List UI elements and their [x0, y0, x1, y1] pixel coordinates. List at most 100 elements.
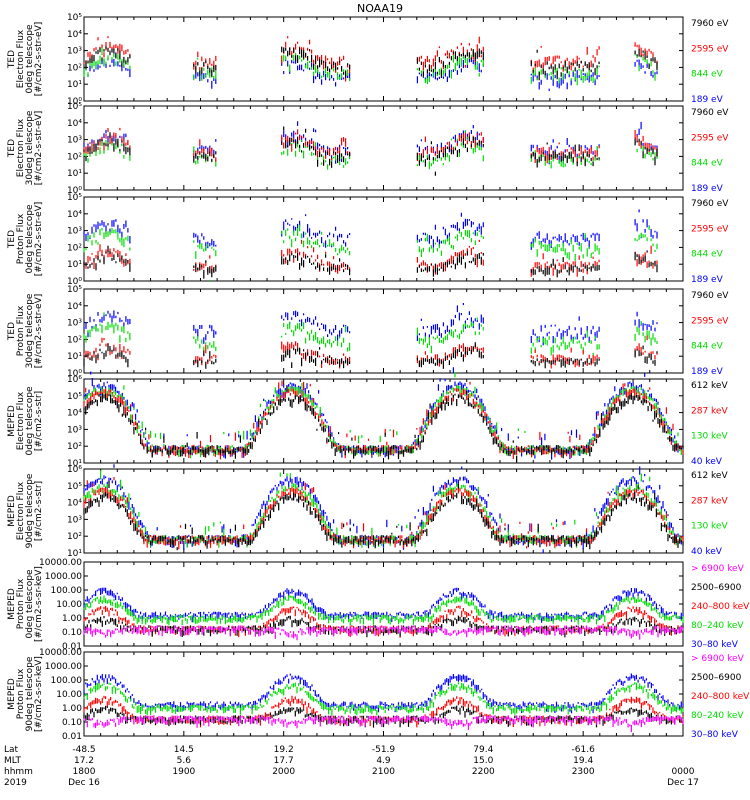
panel-5: 10¹ 10² 10³ 10⁴ 10⁵ 10⁶ MEPED Electron Flux 0deg…: [7, 367, 728, 469]
axis-row-label: hhmm: [4, 767, 33, 777]
y-axis-label-line: [#/cm2-s-str-eV]: [34, 202, 44, 277]
y-tick-label: 10¹: [67, 549, 82, 559]
axis-row-value: 15.0: [473, 756, 493, 766]
legend-label: 30–80 keV: [691, 730, 739, 740]
legend-label: 80–240 keV: [691, 621, 744, 631]
y-axis-label-line: 0deg telescope: [25, 386, 35, 456]
legend-label: 287 keV: [691, 496, 728, 506]
legend-label: 2500–6900: [691, 673, 742, 683]
y-axis-label-line: MEPED: [7, 588, 17, 620]
y-tick-label: 10⁰: [67, 97, 82, 107]
y-axis-label-line: Proton Flux: [16, 578, 26, 629]
y-tick-label: 10³: [67, 136, 82, 146]
y-tick-label: 10⁴: [67, 499, 82, 509]
y-tick-label: 10¹: [67, 459, 82, 469]
y-tick-label: 10¹: [67, 80, 82, 90]
chart-title: NOAA19: [357, 2, 403, 15]
axis-row-label: 2019: [4, 778, 27, 788]
y-tick-label: 10⁶: [67, 375, 82, 385]
legend-label: 2595 eV: [691, 133, 729, 143]
series-189-ev: [83, 209, 658, 251]
series--6900-kev: [83, 715, 684, 733]
legend-label: 2500–6900: [691, 583, 742, 593]
y-tick-label: 10⁵: [67, 13, 82, 23]
series-80-240-kev: [83, 682, 684, 716]
legend-label: 189 eV: [691, 367, 724, 377]
series-80-240-kev: [83, 595, 684, 626]
legend-label: 240–800 keV: [691, 602, 750, 612]
y-axis-label-line: [#/cm2-s-sr-keV]: [34, 656, 44, 732]
y-tick-label: 100.00: [51, 586, 83, 596]
axis-row-value: 2300: [572, 767, 595, 777]
panel-frame: [83, 196, 684, 282]
y-axis-label-line: 30deg telescope: [25, 110, 35, 185]
legend-label: > 6900 keV: [691, 564, 745, 574]
y-tick-label: 10⁵: [67, 392, 82, 402]
y-tick-label: 10⁵: [67, 482, 82, 492]
series-189-ev: [83, 52, 658, 91]
axis-row-value: -51.9: [372, 745, 396, 755]
y-axis-label-line: TED: [7, 230, 17, 249]
y-tick-label: 10⁴: [67, 119, 82, 129]
legend-label: 844 eV: [691, 159, 724, 169]
axis-row-value: 1900: [172, 767, 195, 777]
legend-label: 130 keV: [691, 432, 728, 442]
y-axis-label-line: [#/cm2-s-str-eV]: [34, 111, 44, 186]
y-tick-label: 10³: [67, 227, 82, 237]
y-axis-label-line: Proton Flux: [16, 668, 26, 719]
y-tick-label: 0.01: [62, 642, 82, 652]
axis-row-value: 14.5: [174, 745, 194, 755]
legend-label: 844 eV: [691, 250, 724, 260]
y-axis-label-line: 90deg telescope: [25, 473, 35, 548]
legend-label: 7960 eV: [691, 199, 729, 209]
legend-label: 40 keV: [691, 547, 723, 557]
axis-row-value: Dec 16: [68, 778, 100, 788]
y-axis-label-line: Proton Flux: [16, 305, 26, 356]
axis-row-value: 19.4: [573, 756, 593, 766]
y-axis-label-line: MEPED: [7, 495, 17, 527]
axis-row-value: 4.9: [376, 756, 391, 766]
axis-row-label: Lat: [4, 745, 19, 755]
axis-row-value: 19.2: [274, 745, 294, 755]
series-7960-ev: [83, 245, 658, 279]
legend-label: > 6900 keV: [691, 654, 745, 664]
y-tick-label: 100.00: [51, 676, 83, 686]
y-axis-label-line: Proton Flux: [16, 213, 26, 264]
y-tick-label: 10⁰: [67, 186, 82, 196]
panel-1: 10⁰ 10¹ 10² 10³ 10⁴ 10⁵ TED Electron Flux 0deg t…: [7, 13, 729, 107]
y-axis-label-line: MEPED: [7, 405, 17, 437]
y-axis-label-line: [#/cm2-s-str]: [34, 391, 44, 451]
legend-label: 189 eV: [691, 95, 724, 105]
y-tick-label: 10¹: [67, 352, 82, 362]
y-tick-label: 10¹: [67, 260, 82, 270]
y-tick-label: 10⁴: [67, 30, 82, 40]
y-axis-label-line: TED: [7, 139, 17, 158]
series-189-ev: [83, 303, 658, 346]
y-tick-label: 10²: [67, 442, 82, 452]
axis-row-value: 0000: [672, 767, 695, 777]
legend-label: 844 eV: [691, 70, 724, 80]
axis-row-value: Dec 17: [667, 778, 699, 788]
series-2595-ev: [83, 239, 658, 277]
axis-row-value: 2100: [372, 767, 395, 777]
legend-label: 240–800 keV: [691, 692, 750, 702]
y-tick-label: 10000.00: [39, 648, 82, 658]
y-tick-label: 10²: [67, 63, 82, 73]
y-axis-label-line: [#/cm2-s-str]: [34, 481, 44, 541]
y-tick-label: 10.00: [56, 690, 82, 700]
series-7960-ev: [83, 46, 658, 81]
y-tick-label: 10000.00: [39, 558, 82, 568]
legend-label: 612 keV: [691, 471, 728, 481]
y-tick-label: 10⁴: [67, 210, 82, 220]
panel-4: 10⁰ 10¹ 10² 10³ 10⁴ 10⁵ TED Proton Flux 30deg te…: [7, 285, 729, 379]
series--6900-kev: [83, 625, 684, 641]
axis-row-value: 79.4: [473, 745, 493, 755]
legend-label: 30–80 keV: [691, 640, 739, 650]
y-axis-label-line: 30deg telescope: [25, 293, 35, 368]
y-axis-label-line: [#/cm2-s-sr-keV]: [34, 566, 44, 642]
y-axis-label-line: 0deg telescope: [25, 569, 35, 639]
legend-label: 844 eV: [691, 342, 724, 352]
panel-7: 0.01 0.10 1.00 10.00 100.00 1000.00 10000.00 ME…: [7, 558, 750, 652]
legend-label: 612 keV: [691, 381, 728, 391]
y-axis-label-line: [#/cm2-s-str-eV]: [34, 22, 44, 97]
